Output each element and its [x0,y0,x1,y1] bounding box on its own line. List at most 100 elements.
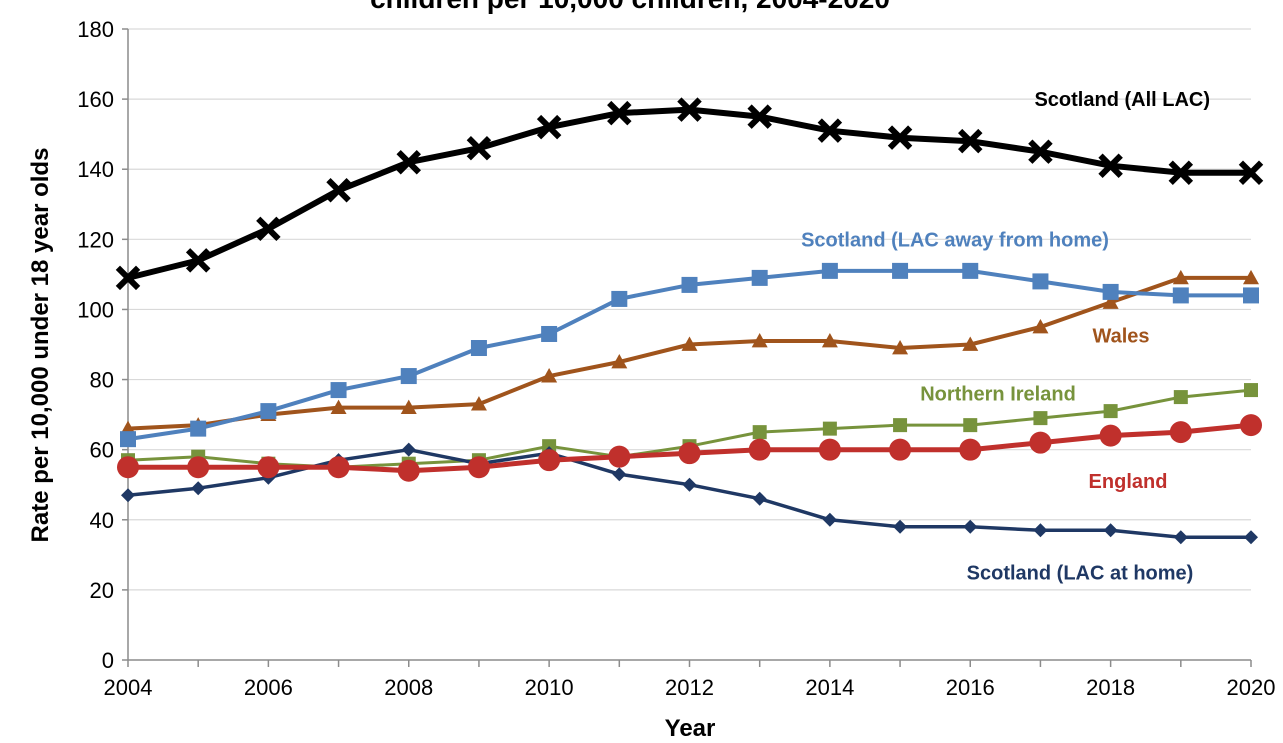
data-point [1033,411,1048,426]
data-point [752,491,767,506]
x-tick-label: 2014 [805,675,854,700]
axes: 0 20 40 60 80 100 120 140 160 180 2004 2006 2008 2010… [77,17,1275,700]
data-point [821,262,838,279]
data-point [1102,283,1119,300]
data-point [1102,294,1119,309]
series-label: England [1089,471,1168,493]
y-tick-label: 180 [77,17,114,42]
x-tick-label: 2006 [244,675,293,700]
series-markers [120,269,1259,436]
data-point [327,456,350,479]
data-point [1169,421,1192,444]
data-point [536,114,562,140]
data-point [397,459,420,482]
data-point [1173,390,1188,405]
data-point [681,276,698,293]
series-scotland-lac-away-from-home [120,262,1259,448]
data-point [1028,139,1053,164]
y-tick-label: 120 [77,227,114,252]
data-point [326,178,351,203]
data-point [747,104,772,129]
data-point [185,248,211,273]
series-line [127,106,1251,281]
series-label: Scotland (LAC at home) [967,562,1194,584]
data-point [1099,424,1122,447]
data-point [611,290,628,307]
data-point [1103,404,1118,419]
data-point [962,336,979,351]
data-point [330,399,347,414]
data-point [817,118,843,143]
data-point [608,445,631,468]
x-tick-label: 2004 [104,675,153,700]
data-point [892,340,909,355]
y-tick-label: 160 [77,87,114,112]
x-axis-title: Year [665,715,716,742]
data-point [893,519,908,534]
y-tick-label: 60 [90,438,114,463]
data-point [963,418,978,433]
data-point [822,421,837,436]
y-tick-label: 100 [77,297,114,322]
data-point [1029,431,1052,454]
y-tick-label: 80 [90,368,114,393]
data-point [607,100,632,126]
series-markers [117,414,1262,482]
data-point [115,265,141,291]
data-point [117,456,139,479]
data-point [1244,383,1258,398]
data-point [962,262,979,279]
data-point [1173,530,1188,545]
x-tick-label: 2018 [1086,675,1135,700]
grid [128,28,1251,591]
data-point [963,519,978,534]
data-point [1032,318,1049,334]
data-point [1033,523,1048,538]
data-point [257,456,280,479]
data-point [1238,160,1264,185]
data-point [467,456,490,479]
data-point [1032,273,1049,290]
data-point [821,332,838,348]
data-point [256,216,281,242]
data-point [892,262,909,279]
y-tick-label: 40 [90,508,114,533]
data-point [958,128,983,154]
data-point [396,149,421,175]
data-point [889,438,912,461]
data-point [748,438,771,461]
data-point [190,420,207,437]
data-point [470,396,487,411]
series-line [127,275,1251,431]
data-point [612,467,627,482]
data-point [541,368,558,383]
x-tick-label: 2012 [665,675,714,700]
data-point [187,456,210,479]
series [115,97,1264,545]
series-label: Scotland (All LAC) [1034,89,1210,111]
data-point [611,354,628,369]
data-point [678,442,701,465]
series-wales [120,269,1259,436]
y-axis-title: Rate per 10,000 under 18 year olds [27,148,54,543]
data-point [1098,153,1123,178]
data-point [400,368,417,385]
y-tick-label: 140 [77,157,114,182]
data-point [470,340,487,357]
data-point [330,382,347,399]
data-point [751,332,768,348]
data-point [1172,269,1189,285]
x-tick-label: 2020 [1227,675,1276,700]
data-point [751,269,768,286]
x-tick-label: 2008 [384,675,433,700]
data-point [541,325,558,342]
data-point [191,481,206,496]
x-tick-label: 2016 [946,675,995,700]
series-label: Northern Ireland [920,384,1076,406]
y-tick-label: 0 [102,648,114,673]
y-tick-label: 20 [90,578,114,603]
data-point [1244,530,1258,545]
data-point [1243,287,1259,304]
